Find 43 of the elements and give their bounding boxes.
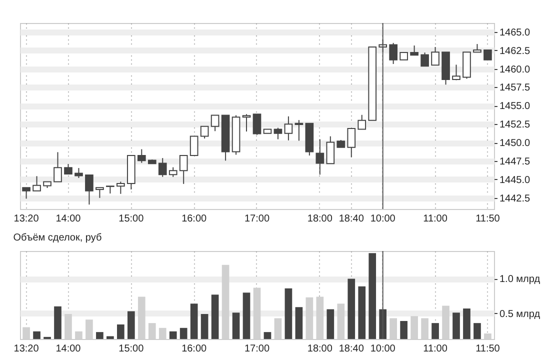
y-tick-label: 1457.5: [500, 82, 531, 94]
x-tick-label: 15:00: [118, 344, 144, 354]
x-tick-label: 18:00: [307, 344, 333, 354]
candlestick: [389, 42, 398, 64]
x-tick-label: 15:00: [118, 214, 144, 224]
y-tick-label: 1462.5: [500, 46, 531, 57]
y-tick-label: 1445.0: [500, 174, 531, 186]
x-tick-label: 18:40: [338, 344, 364, 354]
x-tick-label: 10:00: [370, 344, 396, 354]
x-tick-label: 17:00: [244, 344, 270, 354]
candlestick: [274, 127, 282, 140]
y-tick-label: 0.5 млрд: [500, 308, 540, 320]
y-tick-label: 1465.0: [500, 27, 531, 38]
x-tick-label: 13:20: [14, 344, 40, 354]
x-tick-label: 11:00: [423, 344, 448, 354]
candlestick: [158, 158, 167, 178]
x-tick-label: 11:50: [476, 214, 500, 224]
y-tick-label: 1455.0: [500, 101, 531, 112]
y-tick-label: 1.0 млрд: [500, 274, 540, 286]
y-tick-label: 1442.5: [500, 193, 531, 204]
candlestick: [316, 138, 324, 176]
y-tick-label: 1452.5: [500, 120, 531, 131]
candlestick: [116, 181, 125, 194]
x-tick-label: 16:00: [182, 214, 208, 224]
x-tick-label: 16:00: [182, 344, 208, 354]
chart-title: Объём сделок, руб: [13, 232, 102, 244]
x-tick-label: 10:00: [370, 214, 396, 224]
candlestick: [284, 116, 293, 141]
x-tick-label: 18:40: [338, 214, 364, 224]
y-tick-label: 1460.0: [500, 64, 531, 76]
x-tick-label: 14:00: [56, 344, 82, 354]
y-tick-label: 1450.0: [500, 138, 531, 150]
candlestick: [294, 120, 304, 142]
x-tick-label: 17:00: [244, 214, 270, 224]
x-tick-label: 11:00: [423, 214, 448, 224]
y-tick-label: 1447.5: [500, 156, 531, 168]
x-tick-label: 13:20: [14, 214, 40, 224]
x-tick-label: 18:00: [307, 214, 333, 224]
x-tick-label: 14:00: [56, 214, 82, 224]
candlestick: [137, 148, 146, 164]
candlestick: [242, 114, 251, 132]
x-tick-label: 11:50: [476, 344, 500, 354]
candlestick: [168, 166, 178, 178]
